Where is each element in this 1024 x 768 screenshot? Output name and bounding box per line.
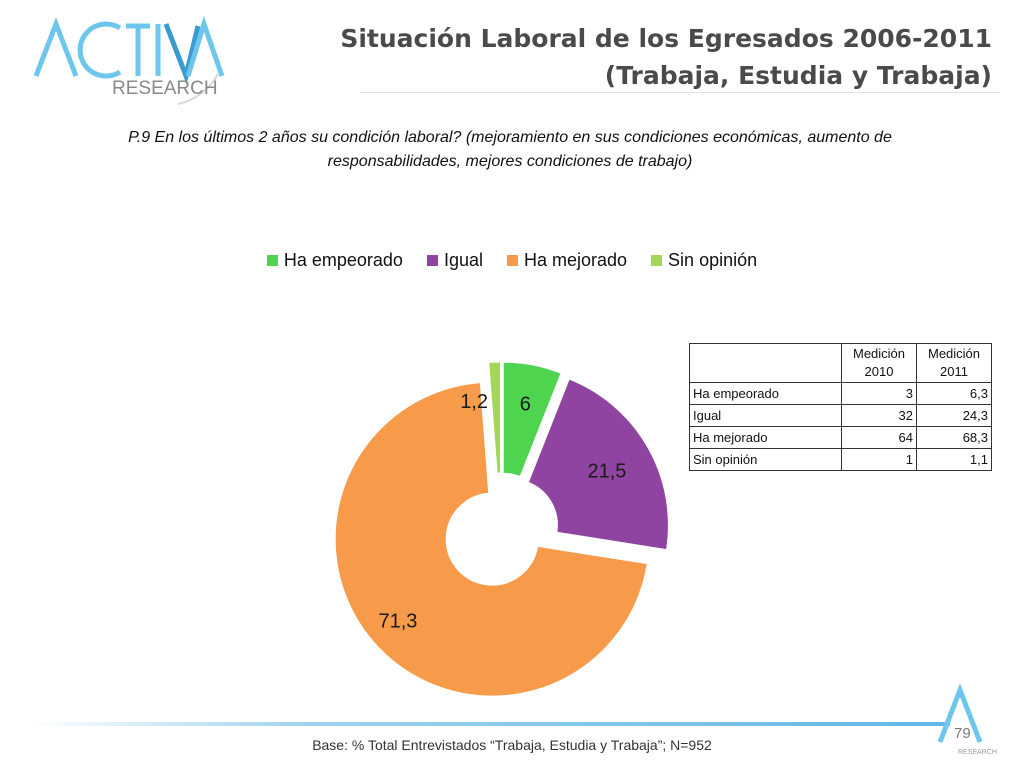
table-cell-label: Ha empeorado [689, 382, 842, 405]
svg-text:RESEARCH: RESEARCH [958, 749, 997, 756]
table-cell-label: Ha mejorado [689, 426, 842, 449]
legend-swatch-sin-opinion [651, 255, 663, 266]
legend-label-ha-mejorado: Ha mejorado [523, 250, 628, 270]
page-number: 79 [954, 725, 971, 742]
data-label-igual: 21,5 [588, 461, 627, 483]
legend-item-ha-empeorado: Ha empeorado [266, 250, 403, 271]
legend-item-ha-mejorado: Ha mejorado [506, 250, 628, 271]
legend-swatch-igual [426, 255, 438, 266]
title-line-1: Situación Laboral de los Egresados 2006-… [340, 24, 992, 53]
title-line-2: (Trabaja, Estudia y Trabaja) [604, 61, 992, 90]
slice-sin-opinion [488, 361, 502, 474]
table-header-empty [689, 343, 842, 383]
svg-text:RESEARCH: RESEARCH [112, 78, 218, 99]
data-label-sin-opinion: 1,2 [460, 391, 488, 413]
table-row: Ha empeorado 3 6,3 [689, 382, 992, 405]
table-header-2010: Medición 2010 [841, 343, 917, 383]
footer-divider [30, 722, 950, 726]
page-title: Situación Laboral de los Egresados 2006-… [340, 20, 992, 94]
data-label-ha-empeorado: 6 [520, 393, 531, 415]
table-cell-2011: 68,3 [916, 426, 992, 449]
table-cell-2010: 3 [841, 382, 917, 405]
table-header-2011: Medición 2011 [916, 343, 992, 383]
table-cell-2010: 1 [841, 448, 917, 471]
table-cell-2011: 1,1 [916, 448, 992, 471]
footer-base-text: Base: % Total Entrevistados “Trabaja, Es… [312, 737, 712, 753]
table-cell-label: Igual [689, 404, 842, 427]
table-header-row: Medición 2010 Medición 2011 [689, 343, 992, 383]
title-divider [360, 92, 1000, 93]
table-cell-2011: 6,3 [916, 382, 992, 405]
legend-item-igual: Igual [426, 250, 483, 271]
table-cell-label: Sin opinión [689, 448, 842, 471]
legend-swatch-ha-mejorado [506, 255, 518, 266]
chart-legend: Ha empeorado Igual Ha mejorado Sin opini… [0, 250, 1024, 271]
legend-item-sin-opinion: Sin opinión [651, 250, 757, 271]
legend-label-igual: Igual [443, 250, 483, 270]
table-row: Ha mejorado 64 68,3 [689, 426, 992, 449]
table-row: Sin opinión 1 1,1 [689, 448, 992, 471]
data-label-ha-mejorado: 71,3 [378, 610, 417, 632]
question-text: P.9 En los últimos 2 años su condición l… [128, 129, 892, 170]
slice-igual [527, 378, 669, 551]
mini-logo-icon: RESEARCH [937, 684, 997, 756]
table-cell-2010: 64 [841, 426, 917, 449]
legend-swatch-ha-empeorado [266, 255, 278, 266]
table-row: Igual 32 24,3 [689, 404, 992, 427]
legend-label-sin-opinion: Sin opinión [668, 250, 758, 270]
table-cell-2011: 24,3 [916, 404, 992, 427]
table-cell-2010: 32 [841, 404, 917, 427]
comparison-table: Medición 2010 Medición 2011 Ha empeorado… [689, 343, 992, 471]
slice-ha-mejorado [334, 382, 648, 697]
slice-ha-empeorado [502, 361, 562, 478]
legend-label-ha-empeorado: Ha empeorado [283, 250, 403, 270]
activa-research-logo: RESEARCH [33, 15, 225, 105]
